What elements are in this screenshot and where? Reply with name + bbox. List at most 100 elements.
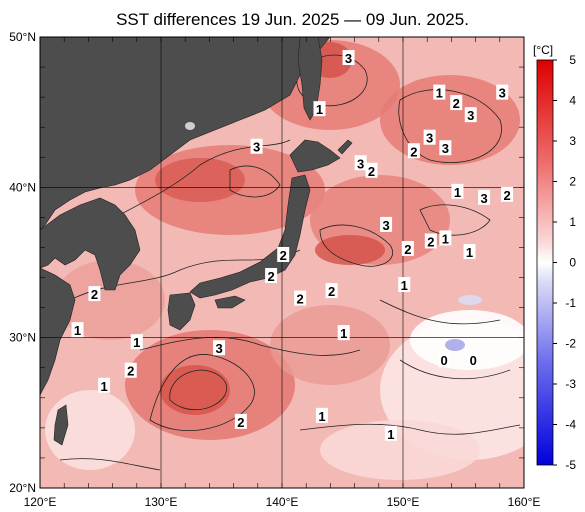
colorbar-tick-label: 3 bbox=[569, 134, 576, 148]
contour-label: 0 bbox=[441, 353, 448, 368]
contour-label: 3 bbox=[426, 131, 433, 146]
contour-label: 2 bbox=[267, 269, 274, 284]
contour-label-bg bbox=[88, 286, 101, 302]
contour-label-bg bbox=[439, 230, 452, 246]
lon-tick-label: 140°E bbox=[266, 495, 299, 509]
contour-label: 1 bbox=[316, 102, 323, 117]
land-masses bbox=[40, 37, 353, 446]
contour-label-bg bbox=[464, 107, 477, 123]
lon-tick-label: 130°E bbox=[145, 495, 178, 509]
longitude-labels: 120°E 130°E 140°E 150°E 160°E bbox=[24, 495, 541, 509]
contour-label: 1 bbox=[133, 335, 140, 350]
contour-label: 3 bbox=[480, 191, 487, 206]
contour-label: 2 bbox=[368, 164, 375, 179]
map-title: SST differences 19 Jun. 2025 — 09 Jun. 2… bbox=[116, 10, 469, 29]
lon-tick-label: 120°E bbox=[24, 495, 57, 509]
contour-label-bg bbox=[407, 143, 420, 159]
contour-label: 3 bbox=[215, 341, 222, 356]
colorbar-gradient bbox=[536, 59, 554, 466]
colorbar-tick-label: 4 bbox=[569, 94, 576, 108]
contour-label: 1 bbox=[401, 278, 408, 293]
colorbar: 5 4 3 2 1 0 -1 -2 -3 -4 -5 bbox=[536, 53, 576, 472]
lon-tick-label: 150°E bbox=[387, 495, 420, 509]
map-frame bbox=[39, 36, 525, 489]
anomaly-patches bbox=[45, 40, 524, 480]
contour-label: 1 bbox=[318, 409, 325, 424]
contour-label: 2 bbox=[297, 292, 304, 307]
contour-label-bg bbox=[423, 129, 436, 145]
contour-label-bg bbox=[478, 189, 491, 205]
contour-label: 2 bbox=[91, 287, 98, 302]
colorbar-tick-label: 1 bbox=[569, 215, 576, 229]
contour-label: 1 bbox=[454, 185, 461, 200]
contour-label-bg bbox=[71, 322, 84, 338]
contour-label-bg bbox=[124, 362, 137, 378]
contour-label: 1 bbox=[442, 231, 449, 246]
contour-label: 3 bbox=[382, 218, 389, 233]
contour-label: 2 bbox=[453, 96, 460, 111]
contour-label-bg bbox=[401, 240, 414, 256]
contour-label: 1 bbox=[74, 323, 81, 338]
lat-tick-label: 30°N bbox=[9, 331, 36, 345]
colorbar-tick-label: 0 bbox=[569, 256, 576, 270]
contour-label-bg bbox=[384, 425, 397, 441]
colorbar-unit: [°C] bbox=[533, 43, 554, 57]
contour-label-bg bbox=[496, 84, 509, 100]
contour-label-bg bbox=[325, 283, 338, 299]
contour-label-bg bbox=[234, 413, 247, 429]
contour-label: 2 bbox=[237, 415, 244, 430]
colorbar-tick-label: -3 bbox=[565, 377, 576, 391]
contour-label: 3 bbox=[345, 51, 352, 66]
lake-marker bbox=[185, 122, 195, 130]
contour-label-bg bbox=[433, 84, 446, 100]
colorbar-tick-label: -1 bbox=[565, 296, 576, 310]
contour-label: 1 bbox=[387, 427, 394, 442]
contour-label-bg bbox=[380, 216, 393, 232]
contour-label-bg bbox=[501, 186, 514, 202]
contour-label-bg bbox=[450, 95, 463, 111]
colorbar-ticks: 5 4 3 2 1 0 -1 -2 -3 -4 -5 bbox=[553, 53, 576, 472]
lon-tick-label: 160°E bbox=[508, 495, 541, 509]
contour-label: 2 bbox=[427, 234, 434, 249]
contour-label: 1 bbox=[340, 326, 347, 341]
contour-label: 0 bbox=[470, 353, 477, 368]
contour-label: 3 bbox=[442, 141, 449, 156]
colorbar-tick-label: 2 bbox=[569, 175, 576, 189]
contour-label: 2 bbox=[410, 144, 417, 159]
colorbar-tick-label: -2 bbox=[565, 337, 576, 351]
contour-label-bg bbox=[438, 352, 451, 368]
contour-label-bg bbox=[354, 155, 367, 171]
contour-label: 1 bbox=[101, 379, 108, 394]
contour-label-bg bbox=[463, 243, 476, 259]
colorbar-tick-label: 5 bbox=[569, 53, 576, 67]
latitude-labels: 20°N 30°N 40°N 50°N bbox=[9, 30, 36, 495]
contour-label: 2 bbox=[127, 364, 134, 379]
contour-label: 3 bbox=[357, 156, 364, 171]
contour-label-bg bbox=[213, 340, 226, 356]
contour-label-bg bbox=[398, 277, 411, 293]
contour-label-bg bbox=[277, 246, 290, 262]
lat-tick-label: 50°N bbox=[9, 30, 36, 44]
contour-label: 1 bbox=[436, 86, 443, 101]
contour-label-bg bbox=[337, 325, 350, 341]
colorbar-tick-label: -4 bbox=[565, 418, 576, 432]
contour-label: 2 bbox=[280, 248, 287, 263]
contour-label-bg bbox=[265, 268, 278, 284]
colorbar-tick-label: -5 bbox=[565, 458, 576, 472]
contour-label-bg bbox=[98, 377, 111, 393]
contour-label-bg bbox=[313, 101, 326, 117]
contour-label-bg bbox=[439, 140, 452, 156]
contour-label-bg bbox=[294, 290, 307, 306]
contour-label-bg bbox=[250, 138, 263, 154]
contour-label-bg bbox=[451, 183, 464, 199]
contour-label-bg bbox=[424, 233, 437, 249]
contour-label: 2 bbox=[503, 188, 510, 203]
contour-label-bg bbox=[365, 162, 378, 178]
contour-label: 3 bbox=[467, 108, 474, 123]
lat-tick-label: 40°N bbox=[9, 180, 36, 194]
contour-label: 3 bbox=[253, 140, 260, 155]
contour-label: 1 bbox=[466, 245, 473, 260]
contour-label: 3 bbox=[499, 86, 506, 101]
